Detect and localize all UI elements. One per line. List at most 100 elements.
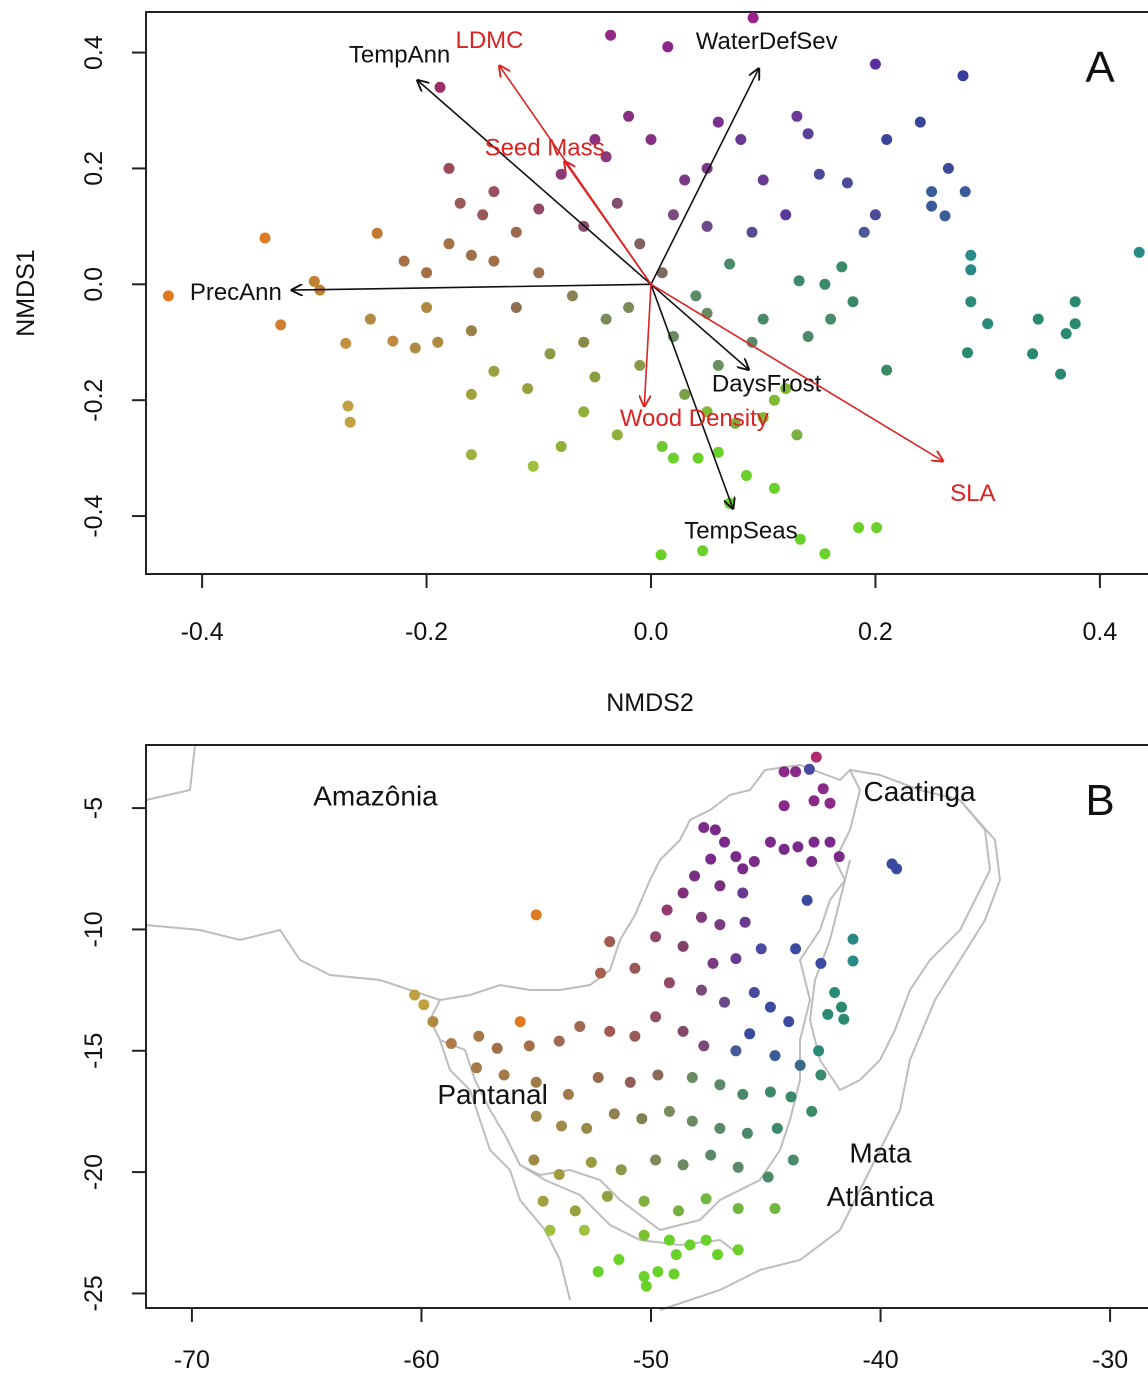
data-point — [700, 1234, 712, 1246]
data-point — [398, 255, 410, 267]
caatinga-boundary — [808, 769, 992, 1092]
data-point — [764, 1001, 776, 1013]
data-point — [692, 452, 704, 464]
data-point — [847, 296, 859, 308]
data-point — [891, 863, 903, 875]
data-point — [942, 162, 954, 174]
data-point — [652, 1266, 664, 1278]
vector-label: TempAnn — [349, 41, 450, 68]
data-point — [569, 1205, 581, 1217]
vector-label: Seed Mass — [485, 135, 605, 162]
data-point — [787, 1154, 799, 1166]
data-point — [1069, 318, 1081, 330]
panel-b-axes: -70 -60 -50 -40 -30 -5 -10 -15 -20 -25 — [80, 797, 1128, 1374]
data-point — [530, 1110, 542, 1122]
data-point — [810, 751, 822, 763]
data-point — [667, 452, 679, 464]
data-point — [342, 400, 354, 412]
data-point — [764, 1086, 776, 1098]
data-point — [600, 313, 612, 325]
data-point — [926, 186, 938, 198]
data-point — [667, 209, 679, 221]
data-point — [670, 1249, 682, 1261]
data-point — [443, 238, 455, 250]
data-point — [578, 336, 590, 348]
data-point — [824, 836, 836, 848]
data-point — [771, 1122, 783, 1134]
data-point — [432, 336, 444, 348]
panel-a-vectors: TempAnn WaterDefSev PrecAnn DaysFrost TempSe… — [190, 27, 996, 545]
data-point — [656, 441, 668, 452]
region-label: Pantanal — [437, 1079, 548, 1110]
data-point — [813, 1045, 825, 1057]
cerrado-boundary — [428, 763, 862, 1232]
data-point — [881, 134, 893, 145]
data-point — [677, 887, 689, 899]
data-point — [806, 856, 818, 867]
data-point — [808, 795, 820, 807]
data-point — [533, 203, 545, 215]
data-point — [791, 429, 803, 441]
data-point — [638, 1229, 650, 1241]
x-tick-label: 0.4 — [1083, 618, 1118, 646]
panel-a: TempAnn WaterDefSev PrecAnn DaysFrost TempSe… — [12, 11, 1148, 717]
data-point — [578, 1224, 590, 1236]
data-point — [555, 441, 567, 452]
vector-label: LDMC — [455, 27, 523, 54]
data-point — [740, 470, 752, 481]
data-point — [705, 853, 717, 865]
data-point — [595, 967, 606, 979]
plot-frame-a — [145, 11, 1148, 575]
y-tick-label: -20 — [80, 1154, 108, 1190]
data-point — [409, 989, 421, 1001]
data-point — [427, 1016, 439, 1028]
data-point — [544, 1224, 556, 1236]
data-point — [608, 1108, 620, 1120]
data-point — [1069, 296, 1081, 308]
data-point — [732, 1244, 744, 1256]
panel-a-axes: -0.4 -0.2 0.0 0.2 0.4 -0.4 -0.2 0.0 0.2 0.4 — [80, 35, 1117, 646]
data-point — [623, 302, 635, 313]
data-point — [668, 1268, 680, 1280]
data-point — [793, 275, 805, 287]
data-point — [488, 186, 500, 198]
vector-label: WaterDefSev — [696, 28, 838, 55]
data-point — [824, 797, 836, 809]
data-point — [592, 1072, 604, 1083]
data-point — [555, 168, 567, 180]
data-point — [421, 302, 433, 313]
data-point — [833, 851, 845, 863]
data-point — [624, 1076, 636, 1088]
x-tick-label: 0.2 — [858, 618, 893, 646]
vector-label: SLA — [950, 480, 995, 507]
data-point — [748, 856, 760, 867]
data-point — [869, 209, 881, 221]
data-point — [465, 449, 477, 461]
data-point — [802, 128, 814, 140]
data-point — [698, 1040, 710, 1052]
data-point — [434, 81, 446, 93]
data-point — [709, 824, 721, 836]
data-point — [523, 1040, 535, 1052]
data-point — [553, 1035, 565, 1047]
data-point — [574, 1021, 586, 1032]
data-point — [640, 1280, 652, 1292]
data-point — [768, 394, 780, 406]
data-point — [858, 226, 870, 238]
data-point — [959, 186, 971, 198]
data-point — [553, 1169, 565, 1180]
data-point — [1055, 368, 1067, 380]
data-point — [737, 1088, 749, 1100]
data-point — [769, 1203, 781, 1214]
data-point — [757, 313, 769, 325]
data-point — [757, 174, 769, 186]
data-point — [537, 1195, 549, 1207]
y-tick-label: 0.2 — [80, 151, 108, 186]
data-point — [724, 258, 736, 270]
data-point — [714, 880, 726, 892]
data-point — [698, 822, 710, 833]
data-point — [510, 302, 522, 313]
data-point — [768, 482, 780, 494]
data-point — [684, 1239, 696, 1251]
data-point — [746, 336, 758, 348]
